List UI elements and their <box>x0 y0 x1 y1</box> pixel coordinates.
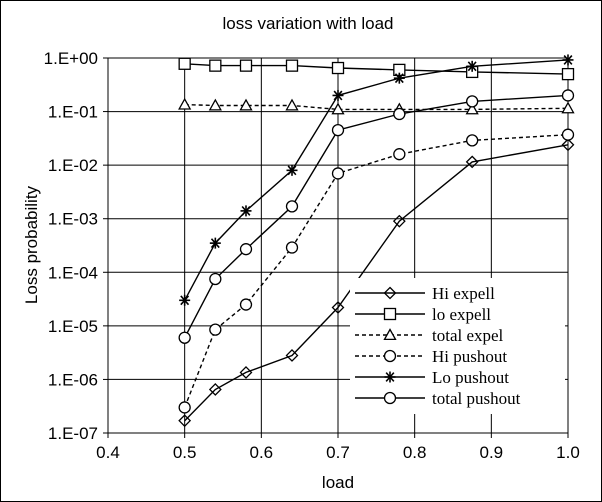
x-tick-label: 0.5 <box>173 443 197 462</box>
data-point <box>178 97 192 110</box>
legend-label: total pushout <box>432 389 521 408</box>
data-point <box>561 138 575 152</box>
legend-label: Lo pushout <box>432 368 509 387</box>
x-axis-label: load <box>322 473 354 492</box>
data-point <box>393 72 405 84</box>
legend-marker <box>383 328 397 341</box>
legend-marker <box>383 286 397 300</box>
series-line <box>184 59 569 301</box>
data-point <box>561 89 575 102</box>
series-5 <box>178 89 575 344</box>
legend-label: Hi expell <box>432 284 495 303</box>
data-point <box>178 414 192 428</box>
data-point <box>393 107 406 121</box>
x-tick-label: 0.6 <box>250 443 274 462</box>
data-point <box>561 128 575 141</box>
data-point <box>286 164 298 176</box>
data-point <box>465 155 479 169</box>
y-tick-label: 1.E-05 <box>48 317 98 336</box>
data-point <box>561 67 575 81</box>
series-0 <box>178 138 575 428</box>
data-point <box>466 60 478 72</box>
series-4 <box>179 54 574 306</box>
legend-label: lo expell <box>432 305 491 324</box>
y-tick-label: 1.E-01 <box>48 103 98 122</box>
legend-entry: Hi pushout <box>355 347 507 366</box>
data-point <box>209 237 221 249</box>
data-point <box>285 241 299 254</box>
series-line <box>184 94 569 339</box>
x-tick-label: 0.7 <box>326 443 350 462</box>
data-point <box>285 349 299 362</box>
data-point <box>331 123 345 137</box>
data-point <box>466 134 479 147</box>
data-point <box>285 59 299 72</box>
data-point <box>179 294 191 306</box>
data-point <box>178 401 191 414</box>
data-point <box>562 54 574 66</box>
x-tick-label: 0.4 <box>96 443 120 462</box>
data-point <box>285 200 299 213</box>
legend-label: total expel <box>432 326 504 345</box>
data-point <box>208 98 222 111</box>
data-point <box>240 205 252 217</box>
chart-title: loss variation with load <box>222 14 393 33</box>
data-point <box>393 148 406 161</box>
data-point <box>285 98 299 111</box>
data-point <box>178 331 191 344</box>
legend-marker <box>383 349 397 363</box>
x-axis-ticks: 0.4 0.5 0.6 0.7 0.8 0.9 1.0 <box>96 433 580 462</box>
data-point <box>209 59 222 72</box>
data-point <box>239 366 253 379</box>
y-axis-ticks: 1.E+00 1.E-01 1.E-02 1.E-03 1.E-04 1.E-05 1.E-… <box>44 49 108 443</box>
data-point <box>331 102 345 115</box>
data-point <box>331 301 345 314</box>
legend-box <box>350 278 565 414</box>
legend-entry: Lo pushout <box>355 368 509 387</box>
data-point <box>239 298 253 311</box>
series-1 <box>178 57 575 81</box>
x-tick-label: 1.0 <box>556 443 580 462</box>
y-tick-label: 1.E-06 <box>48 370 98 389</box>
y-tick-label: 1.E-02 <box>48 156 98 175</box>
x-tick-label: 0.9 <box>480 443 504 462</box>
y-tick-label: 1.E-04 <box>48 263 98 282</box>
data-point <box>239 59 253 72</box>
data-point <box>239 243 253 256</box>
legend-marker <box>384 371 396 383</box>
legend-entry: total pushout <box>355 389 521 408</box>
legend-marker <box>383 307 397 321</box>
legend: Hi expell lo expell total expel Hi pushout L… <box>350 278 565 414</box>
legend-entry: lo expell <box>355 305 491 324</box>
series-line <box>184 103 569 111</box>
legend-entry: total expel <box>355 326 504 345</box>
data-point <box>209 323 222 336</box>
y-tick-label: 1.E+00 <box>44 49 98 68</box>
data-point <box>208 383 222 396</box>
y-axis-label: Loss probability <box>22 185 41 304</box>
y-tick-label: 1.E-07 <box>48 424 98 443</box>
legend-entry: Hi expell <box>355 284 495 303</box>
legend-marker <box>383 391 397 405</box>
series-line <box>184 134 569 408</box>
y-tick-label: 1.E-03 <box>48 210 98 229</box>
legend-label: Hi pushout <box>432 347 507 366</box>
series-layer <box>178 54 575 428</box>
data-point <box>331 167 345 180</box>
data-point <box>178 57 191 70</box>
data-point <box>392 214 406 228</box>
x-tick-label: 0.8 <box>403 443 427 462</box>
series-line <box>184 144 569 422</box>
data-point <box>561 101 575 114</box>
series-3 <box>178 128 575 414</box>
data-point <box>331 61 345 75</box>
data-point <box>209 272 222 286</box>
data-point <box>465 102 479 115</box>
data-point <box>466 95 479 108</box>
data-point <box>239 98 253 111</box>
data-point <box>332 89 344 101</box>
series-2 <box>178 97 575 115</box>
